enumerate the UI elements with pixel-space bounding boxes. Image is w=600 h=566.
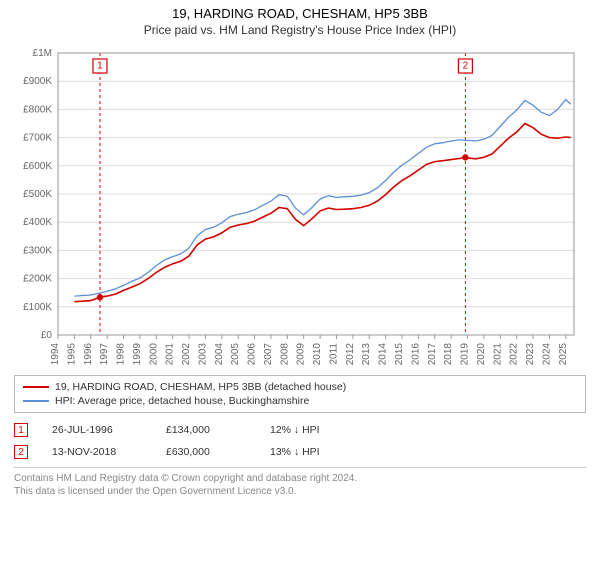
event-date: 13-NOV-2018 [52, 446, 142, 458]
footer-line-1: Contains HM Land Registry data © Crown c… [14, 472, 586, 485]
svg-text:£800K: £800K [23, 104, 52, 115]
svg-text:£500K: £500K [23, 189, 52, 200]
svg-text:2020: 2020 [476, 343, 487, 366]
footer-line-2: This data is licensed under the Open Gov… [14, 485, 586, 498]
event-row: 1 26-JUL-1996 £134,000 12% ↓ HPI [14, 419, 586, 441]
svg-text:2018: 2018 [443, 343, 454, 366]
svg-text:2013: 2013 [361, 343, 372, 366]
svg-text:£700K: £700K [23, 133, 52, 144]
svg-text:2012: 2012 [345, 343, 356, 366]
svg-text:2019: 2019 [460, 343, 471, 366]
svg-text:£300K: £300K [23, 245, 52, 256]
svg-text:2016: 2016 [410, 343, 421, 366]
svg-text:2017: 2017 [427, 343, 438, 366]
svg-text:2002: 2002 [181, 343, 192, 366]
page-title: 19, HARDING ROAD, CHESHAM, HP5 3BB [0, 6, 600, 21]
event-delta: 13% ↓ HPI [270, 446, 320, 458]
svg-text:£400K: £400K [23, 217, 52, 228]
event-delta: 12% ↓ HPI [270, 424, 320, 436]
svg-text:1999: 1999 [132, 343, 143, 366]
svg-text:2021: 2021 [492, 343, 503, 366]
event-price: £134,000 [166, 424, 246, 436]
svg-text:2023: 2023 [525, 343, 536, 366]
svg-text:1995: 1995 [66, 343, 77, 366]
event-row: 2 13-NOV-2018 £630,000 13% ↓ HPI [14, 441, 586, 463]
svg-text:2024: 2024 [541, 343, 552, 366]
legend-item: HPI: Average price, detached house, Buck… [23, 394, 577, 408]
svg-text:2009: 2009 [296, 343, 307, 366]
svg-text:£900K: £900K [23, 76, 52, 87]
svg-text:1994: 1994 [50, 343, 61, 366]
page-subtitle: Price paid vs. HM Land Registry's House … [0, 23, 600, 37]
svg-text:1998: 1998 [116, 343, 127, 366]
svg-text:2004: 2004 [214, 343, 225, 366]
legend: 19, HARDING ROAD, CHESHAM, HP5 3BB (deta… [14, 375, 586, 413]
legend-label: 19, HARDING ROAD, CHESHAM, HP5 3BB (deta… [55, 381, 346, 393]
svg-text:2014: 2014 [378, 343, 389, 366]
svg-text:£0: £0 [41, 330, 53, 341]
svg-text:2015: 2015 [394, 343, 405, 366]
svg-text:2011: 2011 [328, 343, 339, 365]
svg-text:2006: 2006 [247, 343, 258, 366]
events-table: 1 26-JUL-1996 £134,000 12% ↓ HPI 2 13-NOV-201… [14, 419, 586, 463]
footer: Contains HM Land Registry data © Crown c… [14, 467, 586, 498]
svg-text:£600K: £600K [23, 161, 52, 172]
legend-label: HPI: Average price, detached house, Buck… [55, 395, 309, 407]
event-badge: 2 [14, 445, 28, 459]
svg-text:2022: 2022 [509, 343, 520, 366]
svg-text:2010: 2010 [312, 343, 323, 366]
event-price: £630,000 [166, 446, 246, 458]
svg-text:2005: 2005 [230, 343, 241, 366]
svg-text:2025: 2025 [558, 343, 569, 366]
event-date: 26-JUL-1996 [52, 424, 142, 436]
svg-text:2000: 2000 [148, 343, 159, 366]
event-badge: 1 [14, 423, 28, 437]
svg-text:2: 2 [463, 61, 469, 72]
svg-text:£100K: £100K [23, 302, 52, 313]
svg-text:£200K: £200K [23, 274, 52, 285]
chart-svg: £0 £100K £200K £300K £400K £500K £600K £700K £80… [14, 45, 586, 375]
svg-text:2007: 2007 [263, 343, 274, 366]
svg-text:2001: 2001 [165, 343, 176, 366]
legend-item: 19, HARDING ROAD, CHESHAM, HP5 3BB (deta… [23, 380, 577, 394]
svg-text:1997: 1997 [99, 343, 110, 366]
chart: £0 £100K £200K £300K £400K £500K £600K £700K £80… [14, 45, 586, 375]
svg-text:2008: 2008 [279, 343, 290, 366]
legend-swatch [23, 400, 49, 402]
svg-text:1996: 1996 [83, 343, 94, 366]
svg-text:£1M: £1M [33, 48, 52, 59]
svg-text:1: 1 [97, 61, 103, 72]
legend-swatch [23, 386, 49, 388]
svg-text:2003: 2003 [197, 343, 208, 366]
